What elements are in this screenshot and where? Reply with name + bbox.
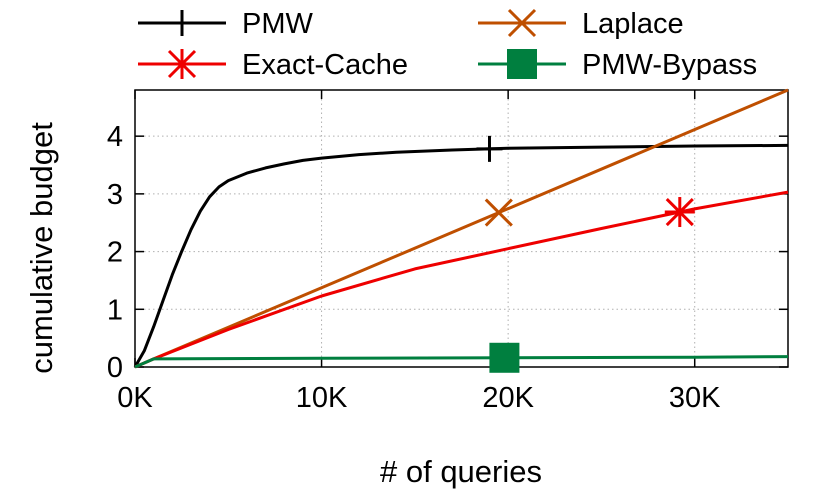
series-marker-laplace — [484, 198, 513, 227]
legend-marker — [167, 49, 197, 79]
y-tick-label: 0 — [107, 352, 123, 384]
y-tick-label: 4 — [107, 121, 123, 153]
series-line-pmw-bypass — [134, 355, 789, 369]
series-marker-pmw — [476, 135, 503, 162]
legend-item-laplace: Laplace — [478, 8, 684, 40]
series-marker-pmw-bypass — [489, 342, 520, 373]
x-tick-label: 0K — [117, 382, 153, 414]
marker-stroke — [507, 8, 537, 38]
series-line-laplace — [134, 88, 789, 369]
legend-label: Exact-Cache — [242, 49, 408, 81]
legend: PMW Laplace Exact-Cache PMW-Bypass — [138, 8, 757, 81]
axes: 0K 10K 20K 30K 0 1 2 3 4 — [107, 89, 789, 414]
series-marker-exact-cache — [664, 197, 695, 228]
y-tick-label: 3 — [107, 179, 123, 211]
series-line-pmw — [133, 143, 789, 368]
legend-item-pmw-bypass: PMW-Bypass — [478, 49, 757, 81]
marker-square — [507, 49, 537, 79]
grid-lines — [135, 90, 788, 367]
x-tick-label: 10K — [296, 382, 348, 414]
legend-marker — [507, 49, 537, 79]
marker-square — [489, 342, 520, 373]
marker-stroke — [484, 198, 513, 227]
x-axis-title: # of queries — [380, 454, 542, 489]
legend-item-pmw: PMW — [138, 8, 314, 40]
plot-frame — [134, 89, 789, 368]
y-axis-title: cumulative budget — [24, 122, 59, 374]
legend-marker — [507, 8, 537, 38]
x-tick-label: 30K — [669, 382, 721, 414]
legend-label: Laplace — [582, 8, 684, 40]
y-tick-label: 1 — [107, 294, 123, 326]
legend-item-exact-cache: Exact-Cache — [138, 49, 408, 81]
series-layer — [133, 88, 789, 373]
legend-label: PMW-Bypass — [582, 49, 757, 81]
series-line-exact-cache — [134, 190, 789, 369]
x-tick-label: 20K — [482, 382, 534, 414]
legend-marker — [169, 10, 195, 36]
y-tick-label: 2 — [107, 237, 123, 269]
legend-label: PMW — [242, 8, 314, 40]
